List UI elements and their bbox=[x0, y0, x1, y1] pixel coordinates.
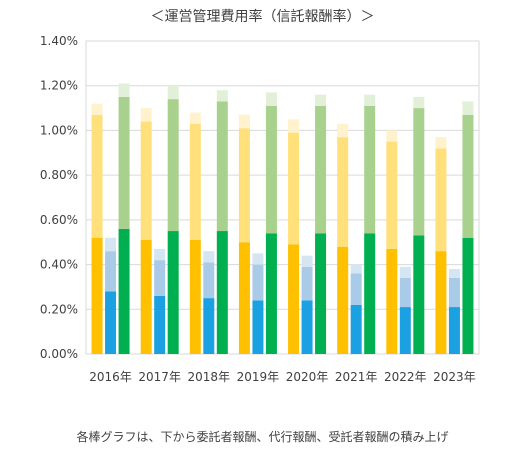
y-tick-label: 0.20% bbox=[40, 302, 78, 316]
x-tick-label: 2022年 bbox=[384, 370, 427, 384]
x-tick-label: 2023年 bbox=[433, 370, 476, 384]
bar-segment bbox=[118, 83, 130, 97]
bar-segment bbox=[238, 114, 250, 129]
bar-segment bbox=[315, 233, 327, 354]
bar-segment bbox=[288, 244, 300, 354]
bar-segment bbox=[105, 237, 117, 252]
bar-segment bbox=[216, 231, 228, 354]
bar-segment bbox=[105, 291, 117, 354]
bar-segment bbox=[364, 94, 376, 106]
bar-segment bbox=[203, 298, 215, 354]
bar-segment bbox=[265, 233, 277, 354]
bar-segment bbox=[288, 132, 300, 245]
chart-title: ＜運営管理費用率（信託報酬率）＞ bbox=[150, 9, 375, 25]
bar-segment bbox=[386, 141, 398, 249]
y-tick-label: 1.40% bbox=[40, 34, 78, 48]
chart-footnote: 各棒グラフは、下から委託者報酬、代行報酬、受託者報酬の積み上げ bbox=[76, 430, 449, 444]
bar-segment bbox=[337, 246, 349, 354]
bar-segment bbox=[315, 94, 327, 106]
bar-segment bbox=[203, 251, 215, 263]
bar-segment bbox=[167, 231, 179, 354]
x-tick-label: 2017年 bbox=[138, 370, 181, 384]
y-tick-label: 1.00% bbox=[40, 123, 78, 137]
plot-frame bbox=[85, 40, 480, 355]
x-tick-label: 2021年 bbox=[335, 370, 378, 384]
bar-segment bbox=[350, 304, 362, 354]
y-tick-label: 0.00% bbox=[40, 347, 78, 361]
bar-segment bbox=[399, 307, 411, 354]
bar-segment bbox=[301, 300, 313, 354]
bar-segment bbox=[386, 248, 398, 354]
x-tick-label: 2018年 bbox=[188, 370, 231, 384]
bar-segment bbox=[167, 99, 179, 232]
bar-segment bbox=[435, 251, 447, 354]
bar-segment bbox=[448, 269, 460, 278]
y-tick-label: 0.40% bbox=[40, 258, 78, 272]
bar-segment bbox=[252, 264, 264, 301]
bar-segment bbox=[118, 228, 130, 354]
bar-segment bbox=[301, 266, 313, 301]
bar-segment bbox=[301, 255, 313, 267]
bar-segment bbox=[154, 260, 166, 296]
bar-segment bbox=[216, 90, 228, 102]
bar-segment bbox=[413, 108, 425, 236]
bar-segment bbox=[105, 251, 117, 292]
bar-segment bbox=[189, 112, 201, 124]
bar-segment bbox=[91, 114, 103, 238]
bar-segment bbox=[140, 108, 152, 122]
bar-segment bbox=[154, 248, 166, 261]
bar-segment bbox=[386, 130, 398, 142]
bar-segment bbox=[462, 101, 474, 115]
bar-segment bbox=[350, 273, 362, 305]
bar-segment bbox=[252, 300, 264, 354]
bar-segment bbox=[364, 105, 376, 234]
bar-segment bbox=[252, 253, 264, 265]
bar-segment bbox=[189, 123, 201, 240]
bar-segment bbox=[337, 137, 349, 247]
x-tick-label: 2019年 bbox=[237, 370, 280, 384]
bar-segment bbox=[167, 85, 179, 100]
y-tick-label: 0.60% bbox=[40, 213, 78, 227]
bar-segment bbox=[462, 237, 474, 354]
bar-segment bbox=[448, 277, 460, 308]
bar-segment bbox=[238, 242, 250, 354]
y-tick-label: 0.80% bbox=[40, 168, 78, 182]
bar-segment bbox=[140, 239, 152, 354]
bar-segment bbox=[462, 114, 474, 238]
bar-segment bbox=[154, 295, 166, 354]
bar-segment bbox=[189, 239, 201, 354]
bar-segment bbox=[118, 96, 130, 229]
bar-segment bbox=[288, 119, 300, 133]
x-tick-label: 2016年 bbox=[89, 370, 132, 384]
bar-segment bbox=[203, 262, 215, 299]
bar-segment bbox=[364, 233, 376, 354]
bar-segment bbox=[91, 103, 103, 115]
bar-segment bbox=[216, 101, 228, 232]
bar-segment bbox=[435, 137, 447, 149]
y-tick-label: 1.20% bbox=[40, 79, 78, 93]
bar-segment bbox=[265, 92, 277, 106]
bar-segment bbox=[413, 235, 425, 354]
bar-segment bbox=[265, 105, 277, 234]
bar-segment bbox=[413, 96, 425, 109]
bar-segment bbox=[435, 148, 447, 252]
bar-segment bbox=[448, 307, 460, 354]
bar-segment bbox=[91, 237, 103, 354]
bar-segment bbox=[399, 277, 411, 308]
bar-segment bbox=[315, 105, 327, 234]
x-tick-label: 2020年 bbox=[286, 370, 329, 384]
bar-segment bbox=[350, 264, 362, 274]
bar-segment bbox=[337, 123, 349, 138]
bar-segment bbox=[238, 128, 250, 243]
bar-segment bbox=[140, 121, 152, 240]
bar-segment bbox=[399, 266, 411, 278]
